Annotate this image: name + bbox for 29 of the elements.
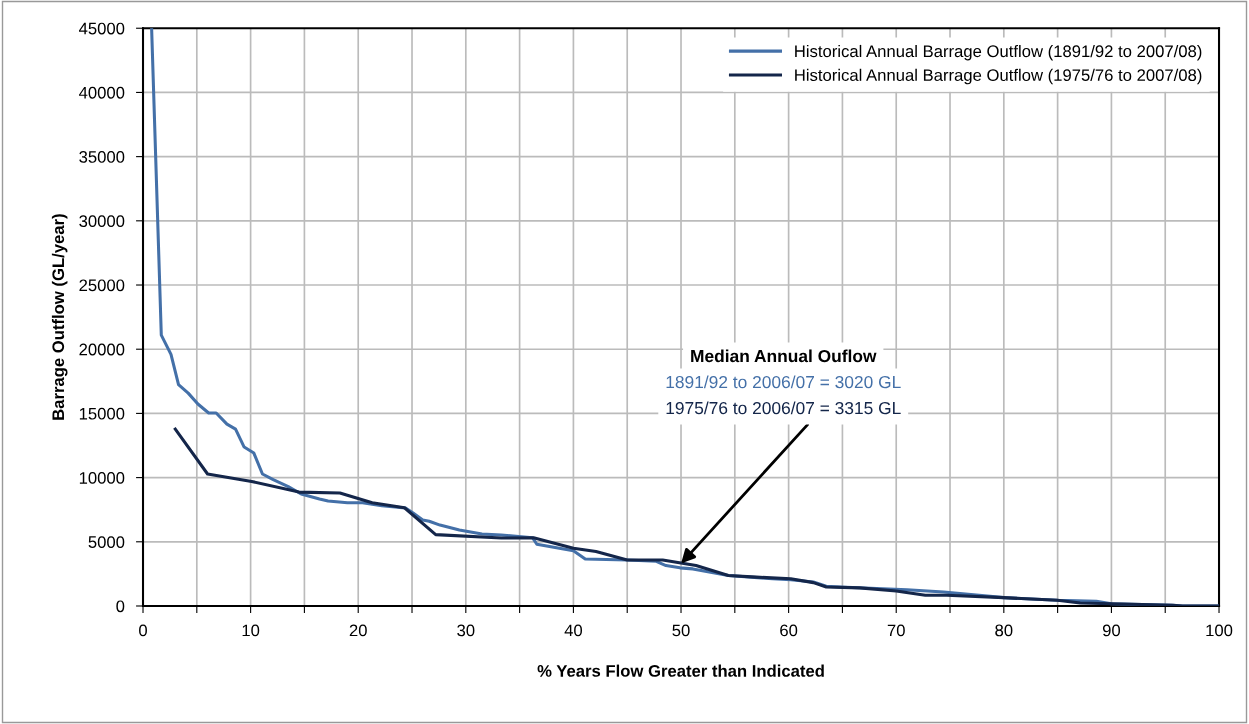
y-tick-label: 15000 <box>79 407 125 420</box>
legend-label: Historical Annual Barrage Outflow (1975/76 to 2007/08) <box>795 68 1202 85</box>
y-tick-label: 30000 <box>79 215 125 228</box>
y-tick-label: 25000 <box>79 279 125 292</box>
x-tick-label: 30 <box>457 624 475 637</box>
legend-label: Historical Annual Barrage Outflow (1891/92 to 2007/08) <box>795 44 1202 61</box>
y-axis-title: Barrage Outflow (GL/year) <box>51 214 68 420</box>
x-tick-label: 20 <box>349 624 367 637</box>
x-tick-label: 90 <box>1102 624 1121 637</box>
annotation: 1891/92 to 2006/07 = 3020 GL <box>666 375 901 389</box>
y-tick-label: 10000 <box>79 472 125 484</box>
x-tick-label: 40 <box>564 624 583 637</box>
x-tick-label: 100 <box>1206 624 1233 637</box>
y-tick-label: 45000 <box>79 22 125 35</box>
x-tick-label: 80 <box>995 624 1013 637</box>
x-tick-label: 60 <box>780 624 798 637</box>
x-tick-label: 0 <box>139 624 147 637</box>
y-tick-label: 0 <box>116 600 125 613</box>
x-tick-label: 50 <box>672 624 690 637</box>
x-tick-label: 70 <box>887 624 905 637</box>
y-tick-label: 40000 <box>79 86 125 99</box>
x-axis-title: % Years Flow Greater than Indicated <box>537 664 824 677</box>
y-tick-label: 5000 <box>88 536 125 548</box>
y-tick-label: 20000 <box>79 343 125 356</box>
y-tick-label: 35000 <box>79 151 125 163</box>
annotation: 1975/76 to 2006/07 = 3315 GL <box>666 401 901 415</box>
line-series <box>173 427 1220 606</box>
annotation: Median Annual Ouflow <box>691 349 877 363</box>
x-tick-label: 10 <box>242 624 260 637</box>
